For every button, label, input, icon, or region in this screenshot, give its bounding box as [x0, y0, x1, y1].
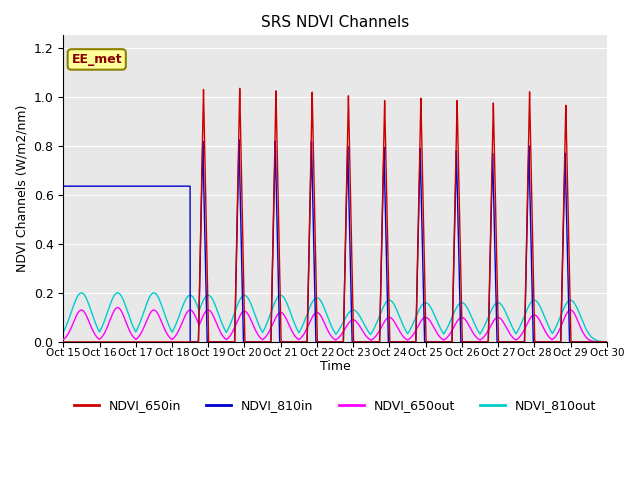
- Y-axis label: NDVI Channels (W/m2/nm): NDVI Channels (W/m2/nm): [15, 105, 28, 272]
- Text: EE_met: EE_met: [72, 53, 122, 66]
- Title: SRS NDVI Channels: SRS NDVI Channels: [261, 15, 409, 30]
- Legend: NDVI_650in, NDVI_810in, NDVI_650out, NDVI_810out: NDVI_650in, NDVI_810in, NDVI_650out, NDV…: [68, 394, 601, 417]
- X-axis label: Time: Time: [319, 360, 350, 372]
